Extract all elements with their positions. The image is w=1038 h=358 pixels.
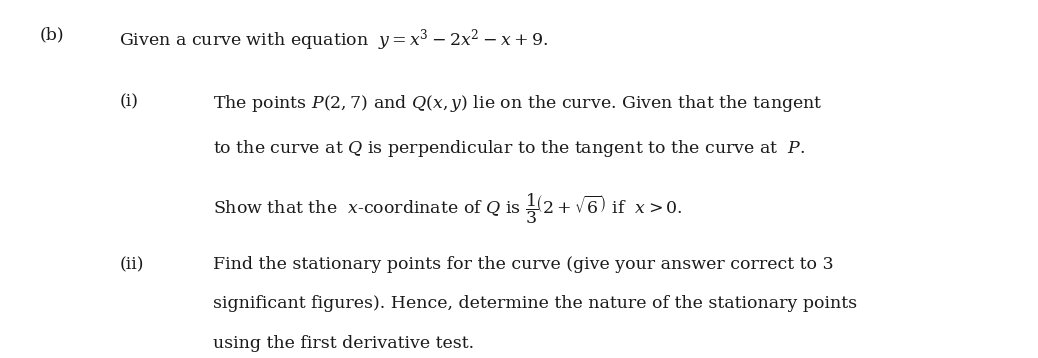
Text: (i): (i): [119, 93, 138, 110]
Text: (b): (b): [39, 27, 64, 44]
Text: significant figures). Hence, determine the nature of the stationary points: significant figures). Hence, determine t…: [213, 295, 857, 312]
Text: Given a curve with equation  $y = x^3 - 2x^2 - x+9$.: Given a curve with equation $y = x^3 - 2…: [119, 27, 548, 53]
Text: (ii): (ii): [119, 256, 144, 273]
Text: The points $P(2,7)$ and $Q(x, y)$ lie on the curve. Given that the tangent: The points $P(2,7)$ and $Q(x, y)$ lie on…: [213, 93, 822, 114]
Text: to the curve at $Q$ is perpendicular to the tangent to the curve at  $P$.: to the curve at $Q$ is perpendicular to …: [213, 138, 805, 159]
Text: Find the stationary points for the curve (give your answer correct to 3: Find the stationary points for the curve…: [213, 256, 834, 273]
Text: using the first derivative test.: using the first derivative test.: [213, 335, 474, 352]
Text: Show that the  $x$-coordinate of $Q$ is $\dfrac{1}{3}\!\left(2+\sqrt{6}\right)$ : Show that the $x$-coordinate of $Q$ is $…: [213, 192, 683, 226]
